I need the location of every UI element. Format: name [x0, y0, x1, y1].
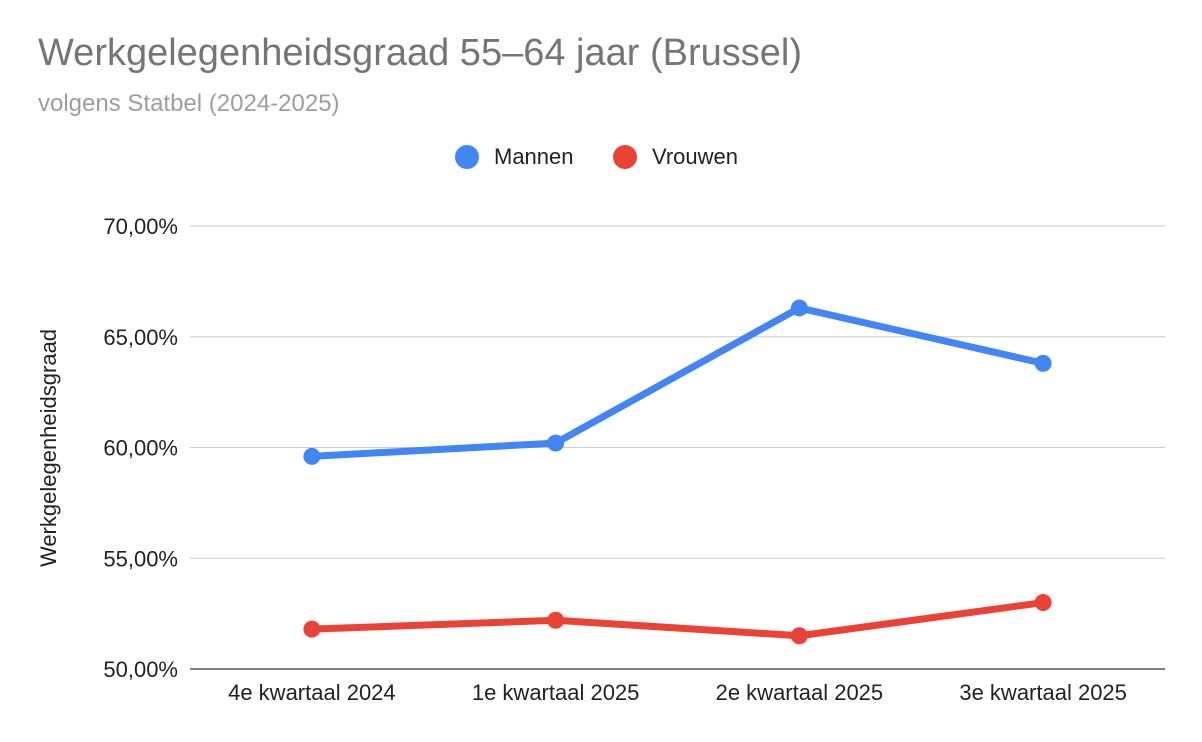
y-axis-ticks: 50,00% 55,00% 60,00% 65,00% 70,00%	[103, 214, 178, 682]
data-point-mannen	[790, 299, 808, 317]
x-axis-ticks: 4e kwartaal 2024 1e kwartaal 2025 2e kwart…	[228, 680, 1127, 705]
legend-marker-mannen	[455, 145, 479, 169]
y-axis-title: Werkgelegenheidsgraad	[36, 329, 61, 567]
data-point-vrouwen	[1034, 594, 1052, 612]
legend-label-mannen: Mannen	[494, 144, 574, 169]
data-point-mannen	[1034, 354, 1052, 372]
legend-label-vrouwen: Vrouwen	[652, 144, 738, 169]
x-tick-label: 2e kwartaal 2025	[716, 680, 884, 705]
chart-title: Werkgelegenheidsgraad 55–64 jaar (Brusse…	[38, 32, 802, 74]
gridlines	[190, 225, 1165, 670]
y-tick-label: 60,00%	[103, 436, 178, 461]
series-line-mannen	[308, 304, 1047, 460]
legend: Mannen Vrouwen	[455, 144, 738, 169]
x-tick-label: 3e kwartaal 2025	[959, 680, 1127, 705]
data-point-vrouwen	[303, 620, 321, 638]
y-tick-label: 70,00%	[103, 214, 178, 239]
y-tick-label: 50,00%	[103, 657, 178, 682]
x-tick-label: 1e kwartaal 2025	[472, 680, 640, 705]
y-tick-label: 65,00%	[103, 325, 178, 350]
data-point-mannen	[547, 434, 565, 452]
legend-marker-vrouwen	[613, 145, 637, 169]
data-point-vrouwen	[790, 627, 808, 645]
series-line-vrouwen	[308, 599, 1047, 640]
y-tick-label: 55,00%	[103, 546, 178, 571]
data-point-mannen	[303, 447, 321, 465]
x-tick-label: 4e kwartaal 2024	[228, 680, 396, 705]
series-group	[303, 299, 1052, 645]
chart-subtitle: volgens Statbel (2024-2025)	[38, 90, 340, 117]
data-point-vrouwen	[547, 611, 565, 629]
